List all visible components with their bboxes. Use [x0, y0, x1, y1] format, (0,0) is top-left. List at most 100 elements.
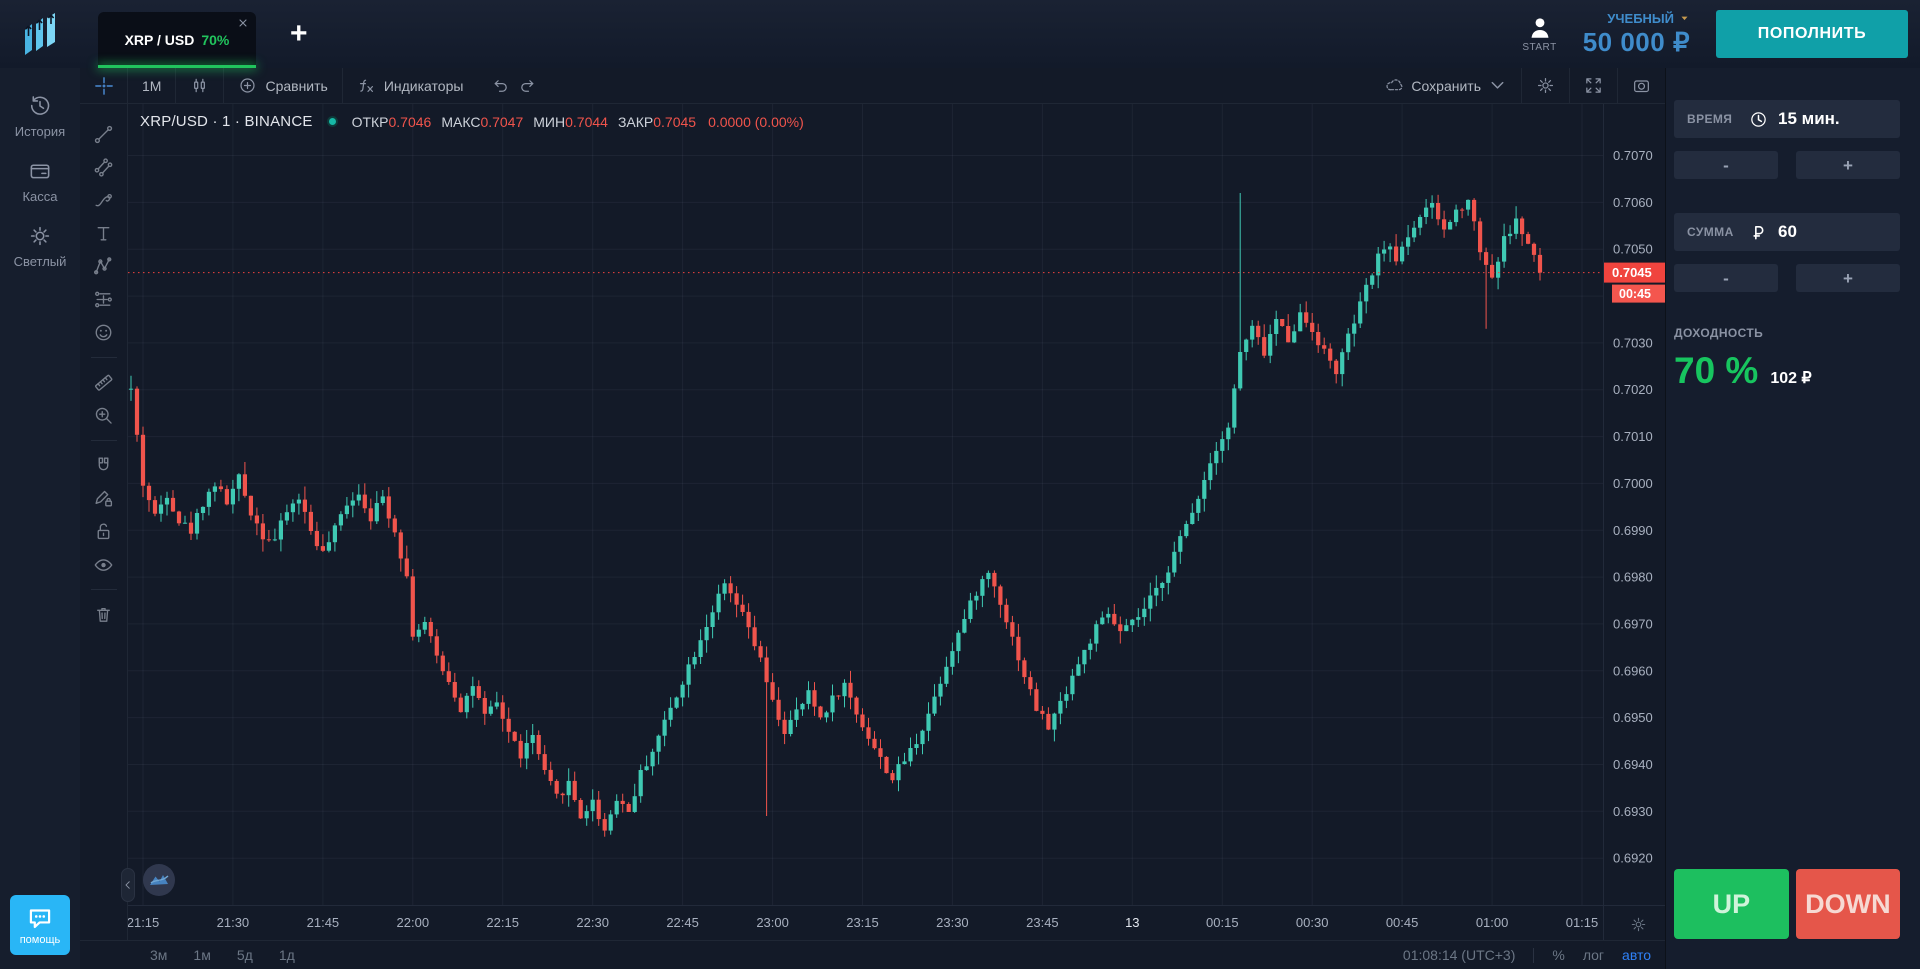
svg-text:0.6990: 0.6990	[1613, 523, 1653, 538]
scale-toggle-2[interactable]: авто	[1622, 947, 1651, 963]
trade-panel: ВРЕМЯ 15 мин. - + СУММА 60 - + ДОХОДНОСТ…	[1665, 68, 1920, 969]
parallel-channel-tool[interactable]	[87, 151, 121, 184]
range-button-3м[interactable]: 3м	[150, 947, 168, 963]
deposit-button[interactable]: ПОПОЛНИТЬ	[1716, 10, 1908, 58]
time-minus-button[interactable]: -	[1674, 151, 1778, 179]
pencil-lock-tool[interactable]	[87, 482, 121, 515]
scale-toggle-0[interactable]: %	[1552, 947, 1565, 963]
range-button-5д[interactable]: 5д	[236, 947, 253, 963]
magnet-tool[interactable]	[87, 449, 121, 482]
eye-tool[interactable]	[87, 548, 121, 581]
pattern-xabcd-tool[interactable]	[87, 250, 121, 283]
forecast-tool[interactable]	[87, 283, 121, 316]
range-button-1м[interactable]: 1м	[193, 947, 211, 963]
account-user-button[interactable]: START	[1522, 15, 1556, 53]
time-axis-settings-icon[interactable]	[1630, 916, 1647, 933]
sidebar-item-history[interactable]: История	[15, 94, 65, 139]
svg-text:0.7000: 0.7000	[1613, 476, 1653, 491]
lock-open-icon	[93, 521, 114, 542]
amount-plus-button[interactable]: +	[1796, 264, 1900, 292]
svg-text:0.7020: 0.7020	[1613, 382, 1653, 397]
chart-watermark-logo[interactable]	[142, 863, 176, 897]
snapshot-button[interactable]	[1618, 68, 1665, 103]
amount-field[interactable]: СУММА 60	[1674, 213, 1900, 251]
svg-text:23:00: 23:00	[756, 915, 789, 930]
save-layout-button[interactable]: Сохранить	[1371, 68, 1521, 103]
redo-button[interactable]	[516, 68, 547, 103]
trash-icon	[93, 604, 114, 625]
brush-tool[interactable]	[87, 184, 121, 217]
account-switcher[interactable]: УЧЕБНЫЙ 50 000 ₽	[1583, 11, 1690, 58]
sidebar-item-cashier[interactable]: Касса	[22, 159, 58, 204]
trash-tool[interactable]	[87, 598, 121, 631]
current-price-label: 0.7045	[1604, 262, 1665, 283]
scale-toggle-1[interactable]: лог	[1582, 947, 1605, 963]
svg-text:0.6980: 0.6980	[1613, 570, 1653, 585]
chart-toolbar: 1М Сравнить Индикаторы	[80, 68, 1665, 104]
lock-open-tool[interactable]	[87, 515, 121, 548]
camera-icon	[1632, 76, 1651, 95]
ruble-icon	[1749, 223, 1768, 242]
ruler-tool[interactable]	[87, 366, 121, 399]
toolbar-group-separator	[90, 589, 117, 590]
svg-text:0.7070: 0.7070	[1613, 148, 1653, 163]
expiry-time-field[interactable]: ВРЕМЯ 15 мин.	[1674, 100, 1900, 138]
parallel-channel-icon	[93, 157, 114, 178]
compare-button[interactable]: Сравнить	[224, 68, 341, 103]
help-button[interactable]: помощь	[10, 895, 70, 955]
wallet-icon	[28, 159, 52, 183]
sidebar-item-label: Касса	[22, 189, 58, 204]
chart-settings-button[interactable]	[1522, 68, 1569, 103]
svg-text:01:15: 01:15	[1566, 915, 1599, 930]
time-axis: 21:15 21:30 21:45 22:00 22:15 22:30 22:45 23:00…	[128, 915, 1598, 930]
trend-line-icon	[93, 124, 114, 145]
svg-text:0.7050: 0.7050	[1613, 242, 1653, 257]
sun-icon	[28, 224, 52, 248]
undo-button[interactable]	[477, 68, 516, 103]
svg-text:0.6970: 0.6970	[1613, 616, 1653, 631]
svg-text:22:15: 22:15	[486, 915, 519, 930]
fullscreen-button[interactable]	[1570, 68, 1617, 103]
time-plus-button[interactable]: +	[1796, 151, 1900, 179]
chart-clock[interactable]: 01:08:14 (UTC+3)	[1402, 947, 1516, 963]
down-button[interactable]: DOWN	[1795, 869, 1900, 939]
sidebar-item-label: Светлый	[13, 254, 67, 269]
svg-text:21:15: 21:15	[128, 915, 159, 930]
crosshair-tool[interactable]	[80, 68, 128, 103]
interval-button[interactable]: 1М	[128, 68, 175, 103]
svg-text:0.7045: 0.7045	[1612, 265, 1652, 280]
candlestick-chart[interactable]: 0.6920 0.6930 0.6940 0.6950 0.6960 0.6970 0.69…	[128, 104, 1665, 940]
zoom-in-tool[interactable]	[87, 399, 121, 432]
close-icon[interactable]	[237, 17, 249, 29]
text-tool-tool[interactable]	[87, 217, 121, 250]
pattern-xabcd-icon	[93, 256, 114, 277]
range-button-1д[interactable]: 1д	[278, 947, 295, 963]
sidebar-item-theme[interactable]: Светлый	[13, 224, 67, 269]
asset-tab[interactable]: XRP / USD 70%	[98, 12, 256, 68]
smiley-tool[interactable]	[87, 316, 121, 349]
toolbar-group-separator	[90, 440, 117, 441]
drawing-toolbar-collapse[interactable]	[121, 868, 135, 902]
candles-style-icon	[190, 76, 209, 95]
cloud-icon	[1385, 76, 1404, 95]
account-type-label: УЧЕБНЫЙ	[1607, 10, 1674, 26]
amount-minus-button[interactable]: -	[1674, 264, 1778, 292]
platform-logo[interactable]	[0, 0, 80, 68]
svg-text:00:45: 00:45	[1619, 287, 1651, 301]
up-button[interactable]: UP	[1674, 869, 1789, 939]
brush-icon	[93, 190, 114, 211]
toolbar-separator	[341, 68, 343, 103]
chart-grid	[128, 104, 1603, 905]
history-icon	[28, 94, 52, 118]
drawing-toolbar	[80, 104, 128, 940]
chart-style-button[interactable]	[176, 68, 223, 103]
svg-text:0.6960: 0.6960	[1613, 663, 1653, 678]
compare-plus-icon	[238, 76, 257, 95]
trend-line-tool[interactable]	[87, 118, 121, 151]
indicators-button[interactable]: Индикаторы	[343, 68, 478, 103]
chevron-down-icon	[1488, 76, 1507, 95]
add-tab-button[interactable]: +	[290, 17, 308, 50]
compare-label: Сравнить	[265, 77, 328, 94]
interval-label: 1М	[142, 77, 162, 94]
caret-down-icon	[1679, 13, 1690, 24]
